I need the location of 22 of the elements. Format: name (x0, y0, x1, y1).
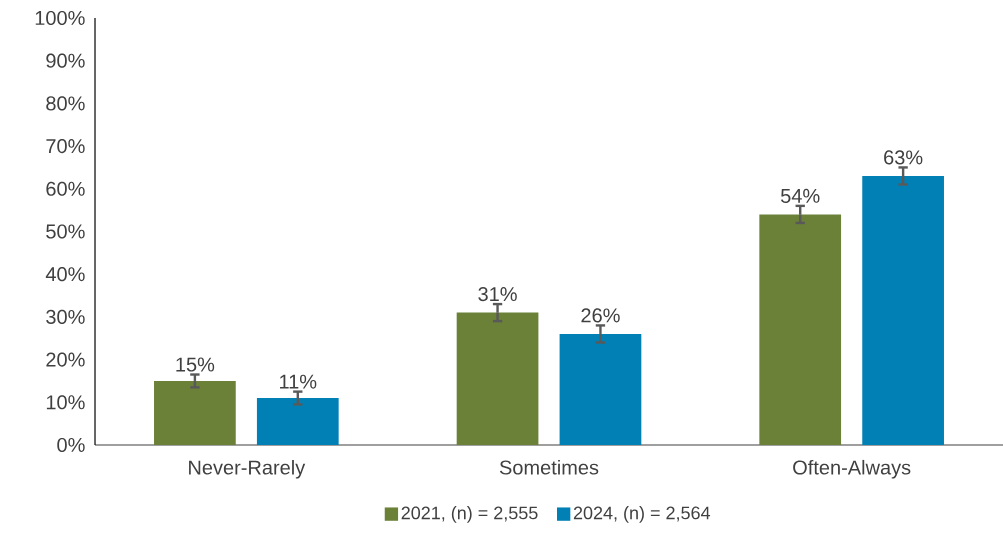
data-label: 63% (884, 150, 923, 165)
legend-label: 2024, (n) = 2,564 (573, 506, 711, 523)
y-tick-label: 10% (46, 395, 85, 410)
y-tick-label: 60% (46, 181, 85, 196)
y-tick-label: 80% (46, 96, 85, 111)
y-tick-label: 90% (46, 53, 85, 68)
y-tick-label: 70% (46, 139, 85, 154)
x-tick-label: Never-Rarely (189, 459, 306, 479)
data-label: 11% (280, 374, 317, 389)
data-label: 26% (581, 308, 620, 323)
y-tick-label: 0% (57, 437, 85, 453)
y-tick-label: 20% (46, 352, 85, 367)
y-tick-label: 30% (46, 309, 85, 324)
data-label: 15% (176, 357, 215, 372)
data-label: 54% (780, 188, 820, 203)
y-tick-label: 100% (35, 10, 85, 26)
legend-label: 2021, (n) = 2,555 (401, 506, 538, 523)
data-label: 31% (478, 286, 517, 302)
x-tick-label: Often-Always (793, 459, 911, 479)
y-tick-label: 50% (46, 224, 85, 239)
x-tick-label: Sometimes (499, 459, 599, 475)
y-tick-label: 40% (45, 267, 85, 282)
